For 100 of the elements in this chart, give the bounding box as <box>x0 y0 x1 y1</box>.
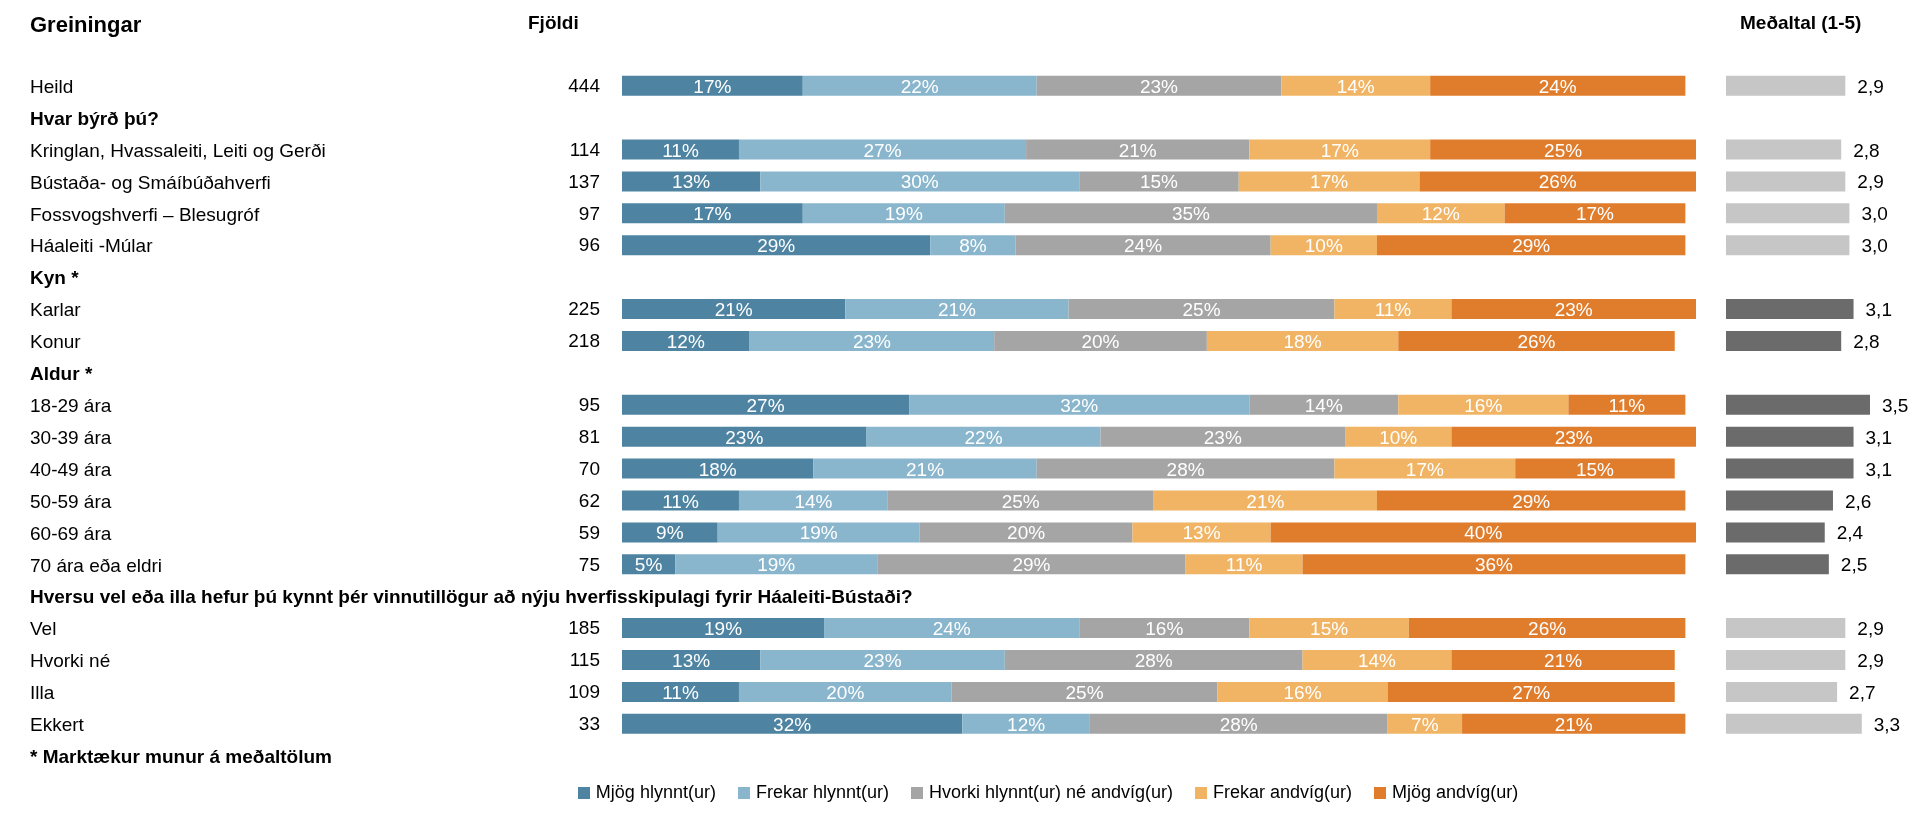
y-tick-label: 18-29 ára <box>30 395 112 416</box>
bar <box>622 713 963 734</box>
data-label: 3,0 <box>1861 235 1888 257</box>
bar <box>1217 681 1388 702</box>
bar <box>1568 394 1686 415</box>
data-label: 35% <box>1171 203 1211 225</box>
y-tick-label: Kyn * <box>30 267 80 289</box>
bar <box>1238 171 1420 192</box>
bar <box>1515 458 1675 479</box>
bar <box>1398 394 1569 415</box>
data-label: 20% <box>1081 330 1120 352</box>
data-label: 81 <box>578 425 600 448</box>
data-label: 14% <box>1357 650 1397 672</box>
bar <box>1462 713 1686 734</box>
bar <box>1430 75 1686 96</box>
data-label: 2,9 <box>1857 618 1884 640</box>
data-label: 29% <box>1512 235 1551 257</box>
data-label: 23% <box>1139 75 1179 97</box>
bar <box>1302 554 1686 575</box>
data-label: 3,1 <box>1865 426 1892 448</box>
bar <box>1726 139 1842 160</box>
bar <box>813 458 1037 479</box>
data-label: 25% <box>1001 490 1040 512</box>
data-label: 15% <box>1139 171 1179 193</box>
data-label: 9% <box>656 522 684 544</box>
data-label: 18% <box>698 458 737 480</box>
bar <box>909 394 1250 415</box>
data-label: 14% <box>1336 75 1375 97</box>
data-label: 21% <box>906 458 945 480</box>
bar <box>622 235 931 256</box>
data-label: 2,7 <box>1849 681 1876 703</box>
data-label: 17% <box>1405 458 1444 480</box>
bar <box>1398 330 1675 351</box>
data-label: 2,6 <box>1844 490 1872 512</box>
bar <box>738 490 888 511</box>
data-label: 36% <box>1474 554 1514 576</box>
data-label: 2,4 <box>1836 522 1864 544</box>
bar <box>1376 490 1686 511</box>
bar <box>1153 490 1377 511</box>
y-tick-label: Karlar <box>30 299 82 321</box>
data-label: 12% <box>1421 203 1460 225</box>
data-label: 29% <box>1512 490 1551 512</box>
data-label: 17% <box>693 75 732 97</box>
data-label: 23% <box>1554 299 1593 321</box>
y-tick-label: 60-69 ára <box>30 522 112 544</box>
data-label: 11% <box>1374 299 1412 321</box>
bar <box>1726 681 1838 702</box>
text: * Marktækur munur á meðaltölum <box>30 746 332 768</box>
data-label: 75 <box>578 553 600 576</box>
data-label: 2,9 <box>1857 75 1884 97</box>
bar <box>675 554 878 575</box>
data-label: 23% <box>1554 426 1593 448</box>
data-label: 21% <box>1246 490 1285 512</box>
bar <box>622 426 867 447</box>
bar <box>824 618 1080 639</box>
bar <box>1206 330 1399 351</box>
legend-label: Mjög andvíg(ur) <box>1392 782 1519 803</box>
data-label: 109 <box>568 681 600 704</box>
bar <box>1249 139 1431 160</box>
bar <box>1726 554 1829 575</box>
data-label: 28% <box>1166 458 1205 480</box>
bar <box>1726 426 1854 447</box>
bar <box>760 171 1080 192</box>
data-label: 24% <box>1538 75 1577 97</box>
bar <box>1726 490 1833 511</box>
data-label: 32% <box>773 713 812 735</box>
bar <box>887 490 1154 511</box>
bar <box>1726 75 1846 96</box>
y-tick-label: Bústaða- og Smáíbúðahverfi <box>30 171 271 193</box>
bar <box>622 394 910 415</box>
data-label: 225 <box>568 298 600 321</box>
data-label: 11% <box>1225 554 1263 576</box>
data-label: 32% <box>1060 394 1099 416</box>
data-label: 17% <box>1575 203 1615 225</box>
bar <box>1004 650 1303 671</box>
data-label: 19% <box>799 522 838 544</box>
data-label: 14% <box>794 490 833 512</box>
bar <box>1026 139 1250 160</box>
y-tick-label: Hvar býrð þú? <box>30 107 159 129</box>
data-label: 23% <box>863 650 902 672</box>
data-label: 3,3 <box>1873 713 1901 735</box>
data-label: 30% <box>900 171 939 193</box>
data-label: 23% <box>1203 426 1242 448</box>
bar <box>1726 330 1842 351</box>
data-label: 14% <box>1304 394 1343 416</box>
bar <box>622 650 761 671</box>
bar <box>622 458 814 479</box>
bar <box>1726 458 1854 479</box>
data-label: 25% <box>1182 299 1221 321</box>
bar <box>1451 299 1696 320</box>
bar <box>622 618 825 639</box>
bar <box>1451 426 1696 447</box>
data-label: 21% <box>1554 713 1593 735</box>
data-label: 15% <box>1310 618 1349 640</box>
bar <box>1281 75 1431 96</box>
data-label: 8% <box>959 235 987 257</box>
bar <box>622 139 739 160</box>
data-label: 444 <box>568 74 600 97</box>
y-tick-label: 50-59 ára <box>30 490 112 512</box>
bar <box>738 139 1027 160</box>
